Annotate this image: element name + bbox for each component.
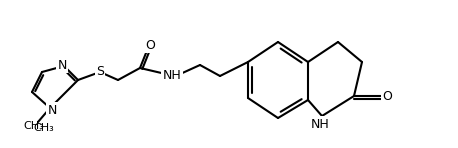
Text: NH: NH: [163, 69, 181, 82]
Text: O: O: [145, 38, 155, 52]
Text: CH₃: CH₃: [24, 121, 44, 131]
Text: CH₃: CH₃: [33, 123, 54, 133]
Text: S: S: [96, 65, 104, 78]
Text: N: N: [47, 103, 57, 116]
Text: O: O: [382, 90, 392, 103]
Text: N: N: [57, 58, 67, 71]
Text: NH: NH: [311, 118, 329, 131]
